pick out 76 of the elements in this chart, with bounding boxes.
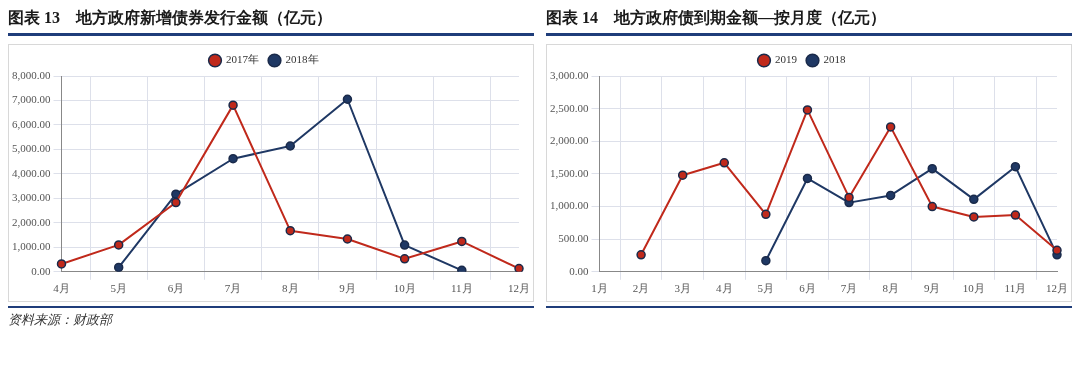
- y-tick-label: 2,000.00: [12, 215, 51, 228]
- x-tick-label: 6月: [799, 282, 816, 295]
- point: [969, 212, 979, 222]
- x-tick-label: 12月: [1046, 282, 1068, 295]
- legend-label: 2019: [775, 53, 798, 66]
- point: [342, 94, 353, 104]
- point: [802, 105, 813, 115]
- x-tick-label: 7月: [224, 282, 242, 295]
- y-tick-label: 0.00: [31, 264, 51, 277]
- point: [457, 265, 467, 272]
- point: [927, 201, 937, 212]
- point: [342, 234, 353, 244]
- point: [636, 250, 646, 260]
- y-tick-label: 500.00: [558, 232, 589, 245]
- point: [885, 190, 896, 201]
- x-tick-label: 8月: [882, 282, 899, 295]
- point: [844, 192, 854, 203]
- x-tick-label: 11月: [451, 282, 473, 295]
- x-tick-label: 4月: [716, 282, 733, 295]
- x-tick-label: 4月: [53, 282, 70, 295]
- point: [761, 209, 771, 220]
- point: [56, 259, 67, 269]
- point: [113, 262, 124, 272]
- y-tick-label: 1,000.00: [550, 199, 589, 212]
- y-tick-label: 0.00: [569, 264, 589, 277]
- y-tick-label: 3,000.00: [12, 191, 51, 204]
- x-tick-label: 5月: [110, 282, 127, 295]
- point: [113, 240, 124, 250]
- point: [514, 263, 524, 272]
- point: [285, 141, 295, 151]
- chart-title: 图表 14 地方政府债到期金额—按月度（亿元）: [546, 8, 1072, 36]
- point: [228, 100, 238, 110]
- y-tick-label: 1,000.00: [12, 240, 51, 253]
- point: [761, 255, 771, 266]
- y-tick-label: 5,000.00: [12, 142, 51, 155]
- y-tick-label: 2,000.00: [550, 134, 589, 147]
- y-tick-label: 3,000.00: [550, 68, 589, 81]
- point: [1010, 161, 1021, 172]
- x-tick-label: 7月: [840, 282, 858, 295]
- legend-label: 2017年: [226, 53, 259, 66]
- x-tick-label: 10月: [962, 282, 985, 295]
- point: [969, 194, 979, 205]
- point: [927, 163, 937, 174]
- point: [285, 225, 295, 236]
- point: [399, 240, 410, 250]
- point: [171, 197, 181, 208]
- x-tick-label: 9月: [339, 282, 356, 295]
- point: [457, 236, 467, 247]
- x-tick-label: 3月: [674, 282, 691, 295]
- x-tick-label: 8月: [282, 282, 299, 295]
- chart-title: 图表 13 地方政府新增债券发行金额（亿元）: [8, 8, 534, 36]
- x-tick-label: 11月: [1004, 282, 1027, 295]
- point: [228, 153, 238, 164]
- y-tick-label: 8,000.00: [12, 68, 51, 81]
- y-tick-label: 7,000.00: [12, 93, 51, 106]
- x-tick-label: 12月: [508, 282, 530, 295]
- text: 资料来源：财政部: [8, 312, 112, 327]
- x-tick-label: 1月: [591, 282, 608, 295]
- legend-label: 2018年: [285, 53, 319, 66]
- x-tick-label: 2月: [632, 282, 650, 295]
- point: [1052, 245, 1062, 256]
- point: [399, 254, 410, 264]
- legend-label: 2018: [823, 53, 846, 66]
- point: [802, 173, 813, 184]
- point: [677, 170, 688, 180]
- point: [719, 158, 730, 168]
- x-tick-label: 9月: [923, 282, 941, 295]
- y-tick-label: 1,500.00: [550, 166, 589, 179]
- y-tick-label: 4,000.00: [12, 166, 51, 179]
- y-tick-label: 6,000.00: [12, 117, 51, 130]
- x-tick-label: 10月: [393, 282, 416, 295]
- point: [1010, 210, 1021, 220]
- x-tick-label: 5月: [757, 282, 775, 295]
- y-tick-label: 2,500.00: [550, 101, 589, 114]
- x-tick-label: 6月: [167, 282, 185, 295]
- point: [885, 122, 896, 132]
